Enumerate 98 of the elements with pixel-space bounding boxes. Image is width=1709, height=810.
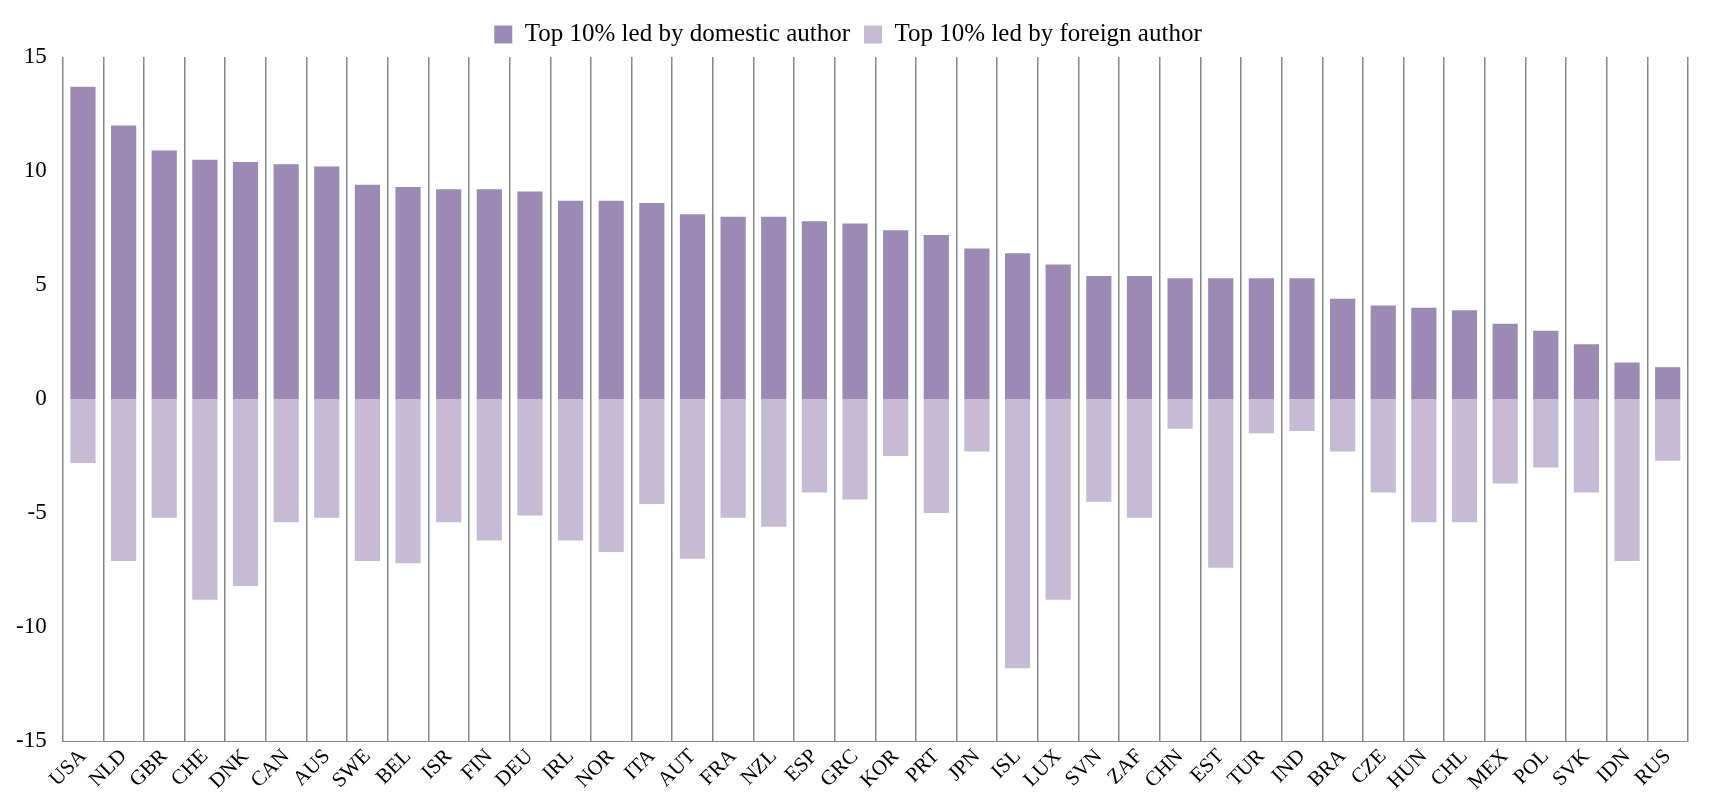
bar [517, 191, 543, 400]
x-tick-label: ITA [618, 742, 660, 785]
bar [1533, 399, 1559, 468]
bar [70, 86, 96, 400]
bar [1289, 399, 1315, 432]
bar [517, 399, 543, 516]
bar [557, 399, 584, 541]
bar [476, 399, 502, 541]
bar [842, 399, 868, 500]
bar [1451, 399, 1478, 523]
bar [111, 125, 137, 400]
bar [883, 399, 909, 457]
bar [436, 189, 462, 400]
x-tick-label: TUR [1222, 743, 1269, 791]
bar [679, 399, 706, 559]
bar [598, 399, 624, 552]
bar [395, 187, 421, 400]
bar [801, 399, 827, 493]
bar [1614, 399, 1640, 562]
bar [1655, 399, 1681, 461]
y-tick-label: 15 [23, 43, 47, 69]
bar [1004, 399, 1031, 669]
bar [1370, 399, 1396, 493]
bar [1248, 399, 1274, 434]
bar [1655, 367, 1681, 400]
bar [639, 202, 665, 400]
bar [1614, 362, 1640, 400]
bar [151, 399, 177, 518]
bar [1492, 323, 1518, 400]
bar [679, 214, 706, 400]
bar [1208, 399, 1234, 568]
bar [151, 150, 177, 400]
bar [1004, 253, 1031, 400]
bar [232, 399, 259, 587]
x-tick-label: JPN [942, 743, 985, 786]
bar [1330, 298, 1356, 400]
bar [1126, 399, 1153, 518]
bar [70, 399, 96, 463]
bar [273, 164, 299, 400]
x-tick-label: BRA [1302, 742, 1351, 792]
bar [720, 216, 746, 400]
x-tick-label: ISR [416, 743, 457, 784]
bar [639, 399, 665, 504]
bar [1492, 399, 1518, 484]
bar [1045, 264, 1071, 400]
legend-label: Top 10% led by domestic author [524, 19, 851, 47]
x-tick-label: POL [1508, 743, 1554, 789]
bar [476, 189, 502, 400]
bar [192, 399, 218, 600]
bar [1451, 310, 1478, 400]
y-tick-label: 10 [23, 157, 47, 183]
bar [1330, 399, 1356, 452]
bar [923, 234, 949, 400]
bar [761, 399, 787, 527]
bar [314, 166, 340, 400]
y-tick-label: -10 [15, 613, 47, 639]
bar [314, 399, 340, 518]
bar [842, 223, 868, 400]
bar [1573, 399, 1600, 493]
bar [1126, 275, 1153, 400]
bar [1573, 344, 1600, 400]
bar [1533, 330, 1559, 400]
bar [1289, 278, 1315, 400]
bar [273, 399, 299, 523]
x-tick-label: ESP [779, 743, 822, 787]
bar [1411, 307, 1437, 400]
legend-label: Top 10% led by foreign author [894, 19, 1203, 47]
bar [1086, 399, 1112, 502]
bar [923, 399, 949, 514]
bar [111, 399, 137, 562]
bar [964, 248, 990, 400]
bar [1086, 275, 1112, 400]
y-tick-label: -5 [27, 499, 47, 525]
bar [720, 399, 746, 518]
y-tick-label: 5 [35, 271, 47, 297]
bar [192, 159, 218, 400]
bar [598, 200, 624, 400]
bar [557, 200, 584, 400]
bar [354, 399, 381, 562]
bar [354, 184, 381, 400]
bar [761, 216, 787, 400]
bar [232, 161, 259, 400]
bar [1167, 278, 1193, 400]
bar [1248, 278, 1274, 400]
bar [436, 399, 462, 523]
bar [964, 399, 990, 452]
bar [801, 221, 827, 400]
bar [1208, 278, 1234, 400]
y-tick-label: 0 [35, 385, 47, 411]
bar [1045, 399, 1071, 600]
x-tick-label: GBR [124, 743, 172, 792]
bar [883, 230, 909, 400]
bar [1411, 399, 1437, 523]
y-tick-label: -15 [15, 727, 47, 753]
bar [395, 399, 421, 564]
bar [1167, 399, 1193, 429]
x-tick-label: BEL [370, 743, 416, 789]
bar [1370, 305, 1396, 400]
